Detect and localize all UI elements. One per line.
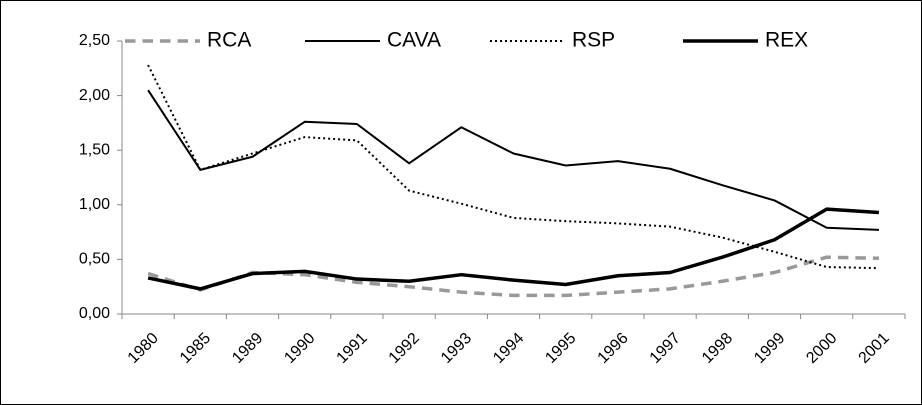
legend-label: CAVA <box>387 29 441 52</box>
legend-label: REX <box>765 29 808 52</box>
y-tick-label: 0,50 <box>79 251 110 268</box>
legend-label: RCA <box>207 29 251 52</box>
y-tick-label: 2,00 <box>79 87 110 104</box>
series-line <box>147 207 880 291</box>
legend-label: RSP <box>572 29 615 52</box>
y-tick-label: 0,00 <box>79 305 110 322</box>
y-tick-label: 1,50 <box>79 141 110 158</box>
y-tick-label: 1,00 <box>79 196 110 213</box>
y-tick-label: 2,50 <box>79 32 110 49</box>
series-line <box>147 89 879 231</box>
